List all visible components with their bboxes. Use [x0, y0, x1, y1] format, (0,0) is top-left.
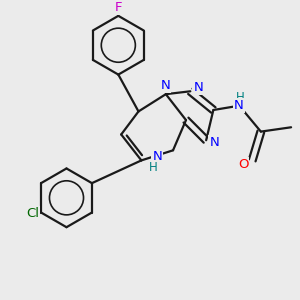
- Text: Cl: Cl: [26, 208, 39, 220]
- Text: F: F: [115, 1, 122, 14]
- Text: N: N: [152, 150, 162, 163]
- Text: O: O: [238, 158, 248, 171]
- Text: H: H: [236, 91, 244, 103]
- Text: N: N: [160, 79, 170, 92]
- Text: H: H: [149, 160, 158, 173]
- Text: N: N: [209, 136, 219, 149]
- Text: N: N: [194, 81, 203, 94]
- Text: N: N: [234, 99, 244, 112]
